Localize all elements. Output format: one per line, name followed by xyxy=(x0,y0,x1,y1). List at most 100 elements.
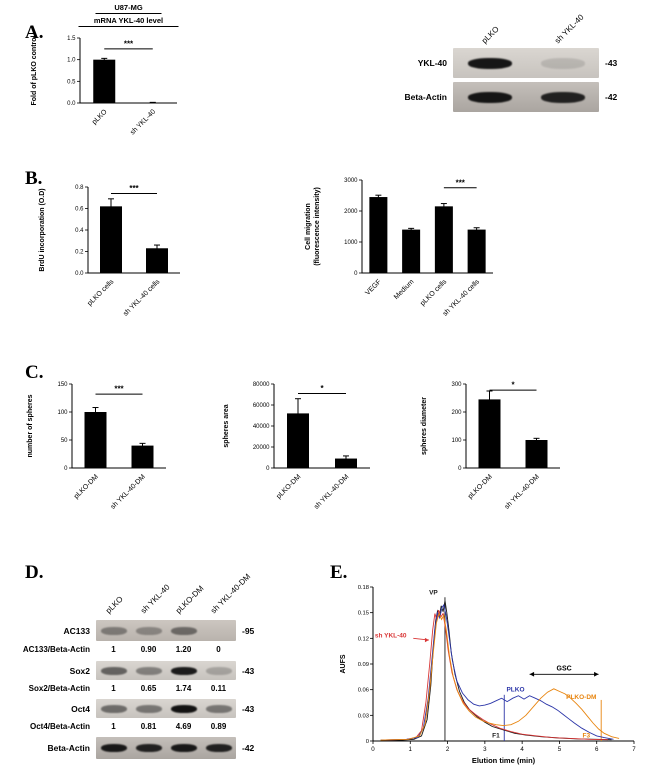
blot-strip-YKL-40 xyxy=(453,48,599,78)
svg-text:Medium: Medium xyxy=(393,278,416,301)
band xyxy=(540,57,585,69)
svg-text:U87-MG: U87-MG xyxy=(114,3,143,12)
svg-text:2000: 2000 xyxy=(344,209,358,215)
svg-text:150: 150 xyxy=(57,382,68,388)
ratio-label: Oct4/Beta-Actin xyxy=(29,722,90,731)
axes: 0.0 0.5 1.0 1.5 xyxy=(67,36,177,107)
bars xyxy=(287,398,357,468)
svg-text:4: 4 xyxy=(520,746,524,753)
svg-text:0: 0 xyxy=(458,466,462,472)
svg-text:sh YKL-40-DM: sh YKL-40-DM xyxy=(110,473,147,510)
ratio-value: 0.11 xyxy=(210,684,227,693)
svg-text:sh YKL-40-DM: sh YKL-40-DM xyxy=(504,473,541,510)
band xyxy=(100,704,127,713)
svg-text:sh YKL-40: sh YKL-40 xyxy=(129,108,157,136)
migration-bar-chart: 0 1000 2000 3000 VEGF Medium pLKO cells sh YKL-… xyxy=(298,158,523,333)
ratio-value: 0 xyxy=(216,645,221,654)
svg-text:2: 2 xyxy=(446,746,450,753)
series-VP xyxy=(380,600,612,741)
sphere-area-bar-chart: 0 20000 40000 60000 80000 pLKO-DM sh YKL-40-DM… xyxy=(212,360,412,530)
svg-text:F1: F1 xyxy=(492,733,500,740)
svg-text:1000: 1000 xyxy=(344,240,358,246)
svg-text:0.8: 0.8 xyxy=(75,185,84,191)
lane-label: pLKO xyxy=(103,594,125,616)
mrna-ykl40-bar-chart: 0.0 0.5 1.0 1.5 pLKO sh YKL-40 *** Fold of pLKO… xyxy=(22,0,222,155)
bar-Medium xyxy=(402,229,421,273)
svg-text:sh YKL-40-DM: sh YKL-40-DM xyxy=(313,473,350,510)
svg-text:pLKO cells: pLKO cells xyxy=(419,278,448,307)
svg-text:200: 200 xyxy=(451,410,462,416)
svg-text:spheres area: spheres area xyxy=(223,404,230,447)
svg-text:sh YKL-40 cells: sh YKL-40 cells xyxy=(122,278,162,318)
svg-text:0.5: 0.5 xyxy=(67,79,76,85)
svg-text:Cell migration: Cell migration xyxy=(305,203,312,250)
band xyxy=(205,704,232,713)
ratio-label: AC133/Beta-Actin xyxy=(22,645,90,654)
svg-text:VP: VP xyxy=(429,590,438,597)
band xyxy=(170,744,197,752)
svg-text:0.12: 0.12 xyxy=(358,636,369,642)
svg-text:0: 0 xyxy=(366,739,369,745)
svg-text:(fluorescence intensity): (fluorescence intensity) xyxy=(314,187,321,266)
svg-text:100: 100 xyxy=(451,438,462,444)
bars xyxy=(478,390,548,468)
svg-text:sh YKL-40 cells: sh YKL-40 cells xyxy=(442,278,482,318)
svg-text:VEGF: VEGF xyxy=(364,278,382,296)
band xyxy=(135,626,162,635)
mrna-ykl40-svg: 0.0 0.5 1.0 1.5 pLKO sh YKL-40 *** Fold of pLKO… xyxy=(31,3,179,136)
ratio-value: 4.69 xyxy=(175,722,192,731)
svg-text:*: * xyxy=(320,384,324,393)
svg-text:BrdU incorporation (O.D): BrdU incorporation (O.D) xyxy=(39,188,46,271)
axes: 0 20000 40000 60000 80000 xyxy=(253,382,370,472)
svg-text:3: 3 xyxy=(483,746,487,753)
panel-label-d: D. xyxy=(25,562,44,583)
svg-text:***: *** xyxy=(124,39,134,48)
svg-text:0.09: 0.09 xyxy=(358,662,369,668)
svg-text:3000: 3000 xyxy=(344,178,358,184)
band xyxy=(170,666,197,675)
blot-row-label: Beta-Actin xyxy=(47,743,90,753)
lane-label: sh YKL-40 xyxy=(138,582,172,616)
svg-text:60000: 60000 xyxy=(253,403,270,409)
panel-label-a: A. xyxy=(25,22,44,43)
bar-pLKO-DM xyxy=(287,413,309,468)
series-PLKO-DM xyxy=(380,612,620,741)
svg-text:Elution time (min): Elution time (min) xyxy=(472,756,536,765)
ratio-value: 0.90 xyxy=(140,645,157,654)
brdu-bar-chart: 0.0 0.2 0.4 0.6 0.8 pLKO cells sh YKL-40 cells… xyxy=(30,163,230,331)
bar-sh YKL-40 cells xyxy=(467,229,486,273)
ratio-value: 1.74 xyxy=(175,684,192,693)
series-sh YKL-40 xyxy=(380,609,608,741)
bar-sh YKL-40-DM xyxy=(525,440,548,468)
svg-text:100: 100 xyxy=(57,410,68,416)
elution-svg: 0 0.03 0.06 0.09 0.12 0.15 0.18 0 1 2 3 4 5 6 7 Elution… xyxy=(340,585,636,765)
svg-text:0: 0 xyxy=(354,271,358,277)
bar-pLKO xyxy=(93,59,116,103)
ratio-value: 1.20 xyxy=(175,645,192,654)
svg-text:0.6: 0.6 xyxy=(75,207,84,213)
band xyxy=(135,744,162,752)
bars xyxy=(93,57,164,104)
band xyxy=(467,57,512,69)
svg-text:pLKO-DM: pLKO-DM xyxy=(467,473,494,500)
blot-strip-Oct4 xyxy=(96,699,236,718)
svg-text:GSC: GSC xyxy=(557,665,572,672)
band xyxy=(170,626,197,635)
blot-strip-Sox2 xyxy=(96,661,236,680)
bar-sh YKL-40-DM xyxy=(131,445,154,468)
molecular-weight-marker: -43 xyxy=(242,703,255,714)
svg-text:0: 0 xyxy=(371,746,375,753)
svg-text:80000: 80000 xyxy=(253,382,270,388)
svg-text:***: *** xyxy=(129,184,139,193)
svg-text:0.06: 0.06 xyxy=(358,688,369,694)
sphere-diameter-bar-chart: 0 100 200 300 pLKO-DM sh YKL-40-DM * spheres di… xyxy=(412,360,602,530)
lane-label: pLKO-DM xyxy=(173,583,205,616)
svg-text:0.15: 0.15 xyxy=(358,611,369,617)
svg-text:AUFS: AUFS xyxy=(340,654,347,673)
molecular-weight-marker: -42 xyxy=(242,743,255,753)
blot-row-label: YKL-40 xyxy=(417,58,447,68)
svg-text:1: 1 xyxy=(409,746,413,753)
panel-label-c: C. xyxy=(25,362,44,383)
svg-text:PLKO: PLKO xyxy=(506,686,524,693)
svg-text:F3: F3 xyxy=(582,733,590,740)
